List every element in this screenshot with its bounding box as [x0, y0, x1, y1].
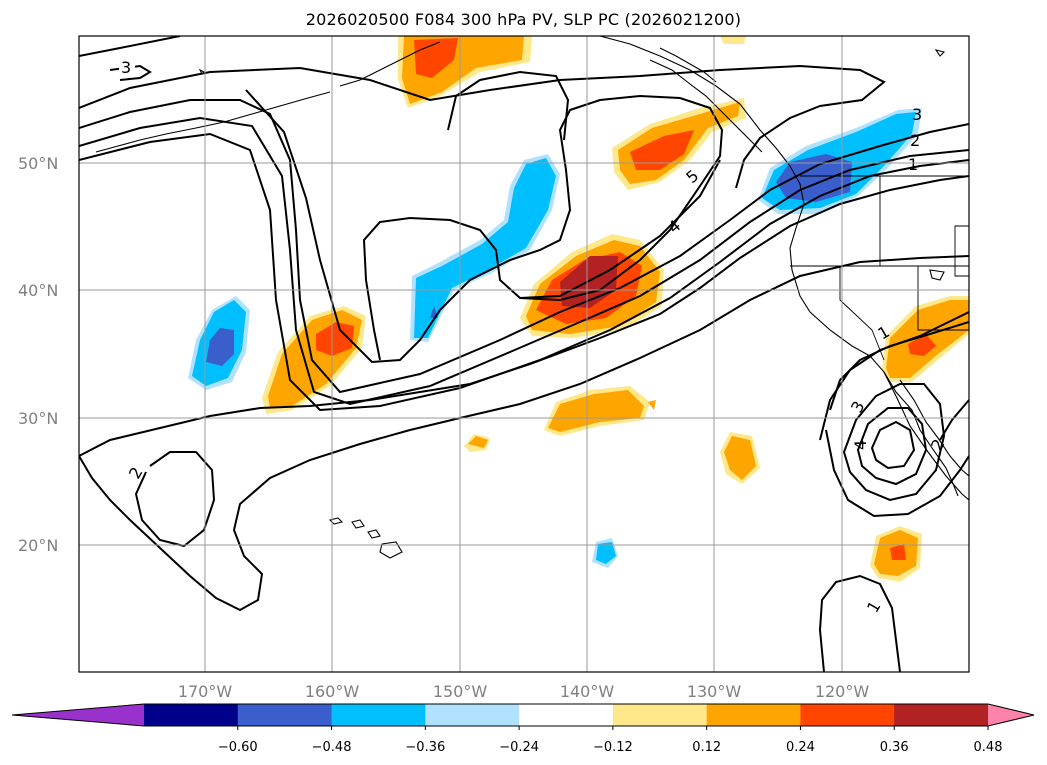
colorbar-outline — [11, 703, 1035, 727]
gridlines — [79, 36, 969, 672]
colorbar-segment — [612, 704, 708, 726]
colorbar-tick-label: 0.24 — [786, 740, 815, 755]
lat-label: 30°N — [18, 409, 58, 428]
slp-contours — [79, 36, 969, 672]
colorbar-segment — [706, 704, 801, 726]
contour-label: 3 — [912, 105, 922, 124]
lat-label: 40°N — [18, 281, 58, 300]
lat-label: 20°N — [18, 536, 58, 555]
contour-label: 2 — [910, 131, 920, 150]
lat-label: 50°N — [18, 154, 58, 173]
contour-label: 1 — [908, 155, 918, 174]
lon-label: 130°W — [687, 682, 742, 701]
colorbar-segment — [519, 704, 614, 726]
colorbar-tick-label: −0.24 — [499, 740, 539, 755]
colorbar-segment — [237, 704, 333, 726]
lon-label: 170°W — [178, 682, 233, 701]
colorbar-tick-label: −0.36 — [405, 740, 445, 755]
colorbar-tick-label: 0.48 — [974, 740, 1003, 755]
plot-frame — [78, 35, 970, 673]
lon-label: 150°W — [433, 682, 488, 701]
colorbar-ticks: −0.60 −0.48 −0.36 −0.24 −0.12 0.12 0.24 0.36 0.4… — [218, 726, 1003, 755]
lat-labels: 50°N 40°N 30°N 20°N — [18, 154, 58, 555]
colorbar-tick-label: 0.12 — [692, 740, 721, 755]
colorbar — [11, 703, 1035, 727]
contour-label: 3 — [121, 58, 131, 77]
colorbar-segment — [425, 704, 520, 726]
lon-label: 160°W — [305, 682, 360, 701]
colorbar-tick-label: −0.60 — [218, 740, 258, 755]
colorbar-tick-label: −0.48 — [312, 740, 352, 755]
colorbar-segment — [331, 704, 426, 726]
colorbar-tick-label: −0.12 — [593, 740, 633, 755]
coastlines — [95, 36, 969, 559]
colorbar-extend-left — [12, 704, 144, 726]
lon-labels: 170°W 160°W 150°W 140°W 130°W 120°W — [178, 682, 870, 701]
colorbar-segment — [800, 704, 895, 726]
map-title: 2026020500 F084 300 hPa PV, SLP PC (2026… — [305, 10, 742, 29]
pv-positive-shading — [262, 36, 969, 582]
lon-label: 140°W — [560, 682, 615, 701]
colorbar-extend-right — [988, 704, 1034, 726]
colorbar-segment — [894, 704, 989, 726]
lon-label: 120°W — [815, 682, 870, 701]
colorbar-segment — [144, 704, 239, 726]
colorbar-tick-label: 0.36 — [880, 740, 909, 755]
contour-label: 4 — [851, 440, 870, 450]
